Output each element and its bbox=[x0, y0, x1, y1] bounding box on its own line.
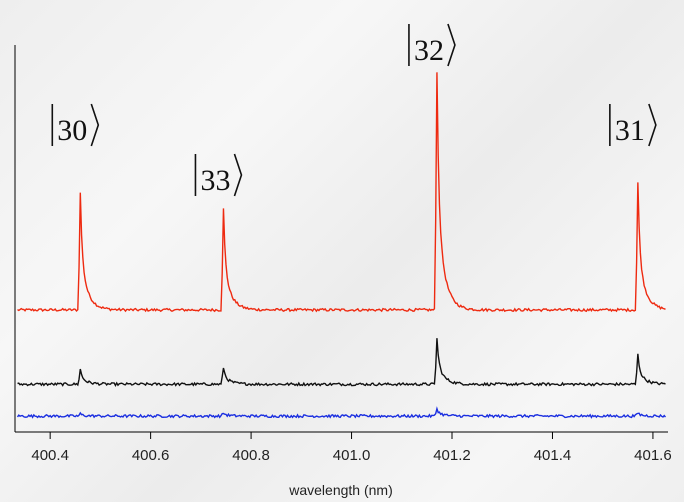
plot-lines bbox=[16, 72, 667, 419]
ket-angle bbox=[648, 103, 657, 147]
ket-angle bbox=[447, 23, 456, 67]
peak-label-text: 33 bbox=[200, 164, 230, 197]
x-tick-label: 401.4 bbox=[534, 447, 572, 464]
peak-label-31: 31 bbox=[609, 103, 657, 147]
x-tick-label: 401.0 bbox=[333, 447, 371, 464]
series-line-0 bbox=[17, 72, 666, 313]
series-line-2 bbox=[16, 406, 667, 419]
x-axis-label: wavelength (nm) bbox=[288, 482, 393, 498]
peak-label-text: 32 bbox=[414, 34, 444, 67]
peak-labels: 30 33 32 31 bbox=[51, 23, 657, 197]
x-tick-label: 400.8 bbox=[232, 447, 270, 464]
x-tick-label: 401.6 bbox=[634, 447, 672, 464]
ket-angle bbox=[233, 153, 243, 197]
peak-label-33: 33 bbox=[194, 153, 243, 197]
x-tick-label: 401.2 bbox=[433, 447, 471, 464]
peak-label-text: 30 bbox=[57, 114, 87, 147]
ket-angle bbox=[90, 103, 100, 147]
x-tick-label: 400.4 bbox=[31, 447, 69, 464]
x-tick-label: 400.6 bbox=[132, 447, 170, 464]
peak-label-text: 31 bbox=[615, 114, 645, 147]
series-line-1 bbox=[17, 338, 666, 388]
peak-label-30: 30 bbox=[51, 103, 100, 147]
x-axis-ticks: 400.4 400.6 400.8 401.0 401.2 401.4 401.6 bbox=[31, 432, 672, 464]
peak-label-32: 32 bbox=[408, 23, 456, 67]
